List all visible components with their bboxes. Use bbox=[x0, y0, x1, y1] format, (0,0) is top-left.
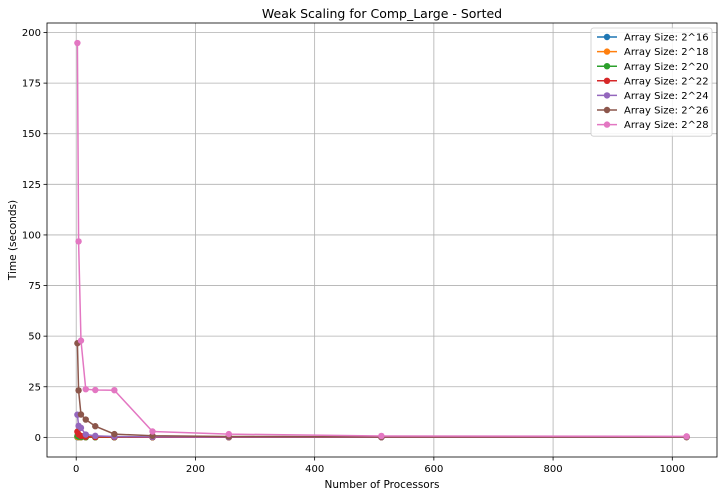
data-point bbox=[82, 416, 89, 423]
y-tick-label: 100 bbox=[22, 230, 41, 241]
x-tick-label: 200 bbox=[186, 464, 205, 475]
series-line bbox=[76, 43, 687, 438]
y-tick-label: 50 bbox=[28, 332, 41, 343]
x-tick-label: 800 bbox=[544, 464, 563, 475]
y-tick-label: 25 bbox=[28, 382, 41, 393]
legend-label: Array Size: 2^20 bbox=[624, 62, 709, 73]
legend-swatch-marker bbox=[603, 92, 611, 99]
data-point bbox=[683, 433, 690, 440]
legend-label: Array Size: 2^16 bbox=[624, 33, 709, 44]
y-axis: 0 25 50 75 100 125 150 175 200 bbox=[22, 28, 47, 444]
data-point bbox=[92, 432, 99, 440]
data-point bbox=[149, 428, 156, 435]
legend-box bbox=[590, 27, 713, 137]
legend-swatch-marker bbox=[603, 77, 611, 85]
legend-item: Array Size: 2^28 bbox=[597, 120, 709, 131]
series-group bbox=[74, 340, 690, 440]
legend-item: Array Size: 2^20 bbox=[597, 62, 709, 73]
legend: Array Size: 2^16 Array Size: 2^18 Array Si… bbox=[590, 27, 713, 137]
data-point bbox=[82, 385, 89, 393]
data-point bbox=[77, 337, 85, 344]
series-group bbox=[74, 39, 690, 440]
data-point bbox=[75, 387, 82, 394]
data-point bbox=[82, 431, 89, 438]
x-tick-label: 400 bbox=[305, 464, 324, 475]
legend-item: Array Size: 2^26 bbox=[597, 106, 709, 117]
legend-item: Array Size: 2^24 bbox=[597, 91, 709, 102]
legend-item: Array Size: 2^16 bbox=[597, 33, 709, 44]
data-point bbox=[111, 430, 118, 438]
legend-swatch-marker bbox=[603, 48, 611, 55]
y-tick-label: 75 bbox=[28, 281, 41, 292]
legend-swatch-marker bbox=[603, 33, 611, 41]
y-tick-label: 0 bbox=[35, 433, 41, 444]
y-axis-label: Time (seconds) bbox=[7, 200, 19, 281]
legend-swatch-marker bbox=[603, 121, 611, 128]
x-axis-label: Number of Processors bbox=[324, 479, 439, 491]
series-line bbox=[76, 343, 687, 438]
x-tick-label: 1000 bbox=[660, 464, 685, 475]
data-point bbox=[77, 411, 85, 418]
legend-label: Array Size: 2^28 bbox=[624, 120, 709, 131]
series-layer bbox=[74, 39, 690, 441]
legend-label: Array Size: 2^22 bbox=[624, 76, 709, 87]
data-point bbox=[225, 430, 233, 438]
data-point bbox=[92, 386, 99, 394]
legend-swatch-marker bbox=[603, 106, 611, 114]
x-axis: 0 200 400 600 800 1000 bbox=[73, 457, 685, 475]
data-point bbox=[75, 238, 82, 245]
y-tick-label: 150 bbox=[22, 129, 41, 140]
x-tick-label: 0 bbox=[73, 464, 79, 475]
data-point bbox=[74, 39, 81, 47]
data-point bbox=[111, 386, 118, 394]
x-tick-label: 600 bbox=[424, 464, 443, 475]
legend-item: Array Size: 2^18 bbox=[597, 47, 709, 58]
data-point bbox=[77, 424, 85, 432]
legend-label: Array Size: 2^26 bbox=[624, 106, 709, 117]
legend-item: Array Size: 2^22 bbox=[597, 76, 709, 87]
data-point bbox=[92, 423, 99, 430]
plot-area bbox=[46, 22, 718, 458]
chart-title: Weak Scaling for Comp_Large - Sorted bbox=[262, 6, 502, 21]
legend-swatch-marker bbox=[603, 62, 611, 70]
y-tick-label: 125 bbox=[22, 180, 41, 191]
data-point bbox=[378, 432, 385, 440]
legend-label: Array Size: 2^24 bbox=[624, 91, 709, 102]
y-tick-label: 200 bbox=[22, 28, 41, 39]
y-tick-label: 175 bbox=[22, 79, 41, 90]
legend-label: Array Size: 2^18 bbox=[624, 47, 709, 58]
